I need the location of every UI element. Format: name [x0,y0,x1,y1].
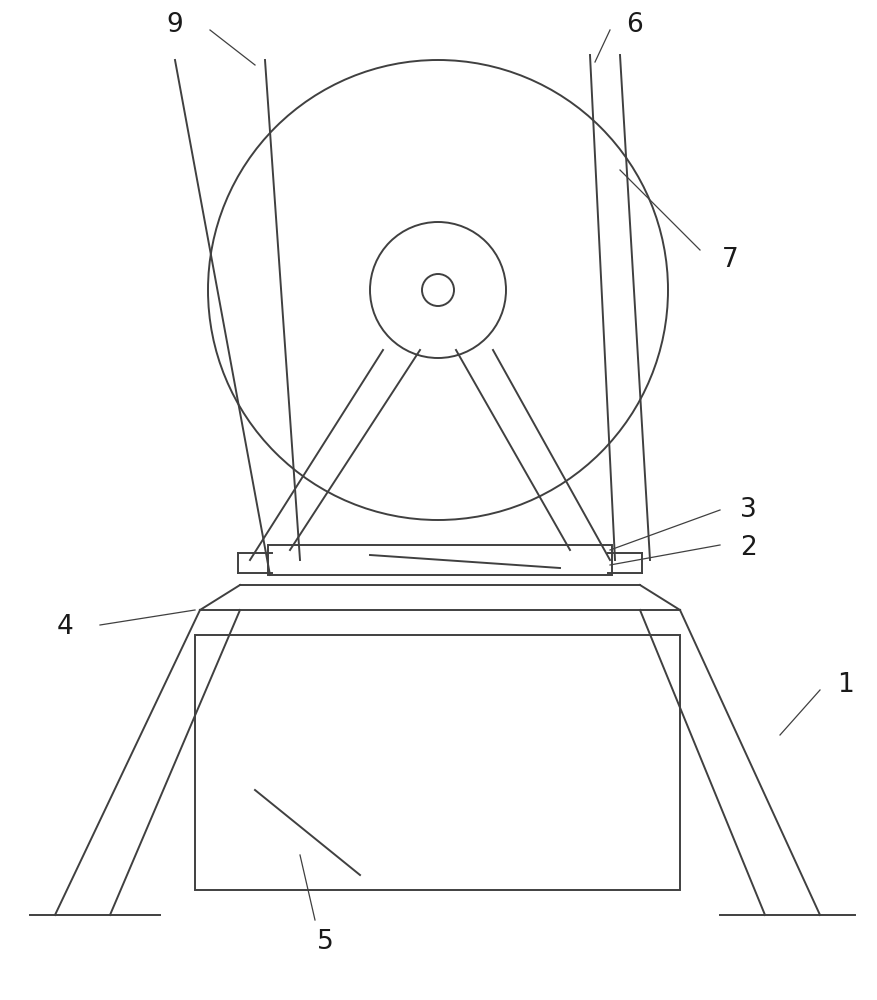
Text: 1: 1 [837,672,853,698]
Text: 3: 3 [739,497,756,523]
Text: 6: 6 [627,12,644,38]
Text: 9: 9 [167,12,183,38]
Text: 2: 2 [739,535,756,561]
Text: 4: 4 [57,614,74,640]
Text: 7: 7 [722,247,738,273]
Bar [268,545,612,575]
Bar [195,635,680,890]
Text: 5: 5 [317,929,333,955]
